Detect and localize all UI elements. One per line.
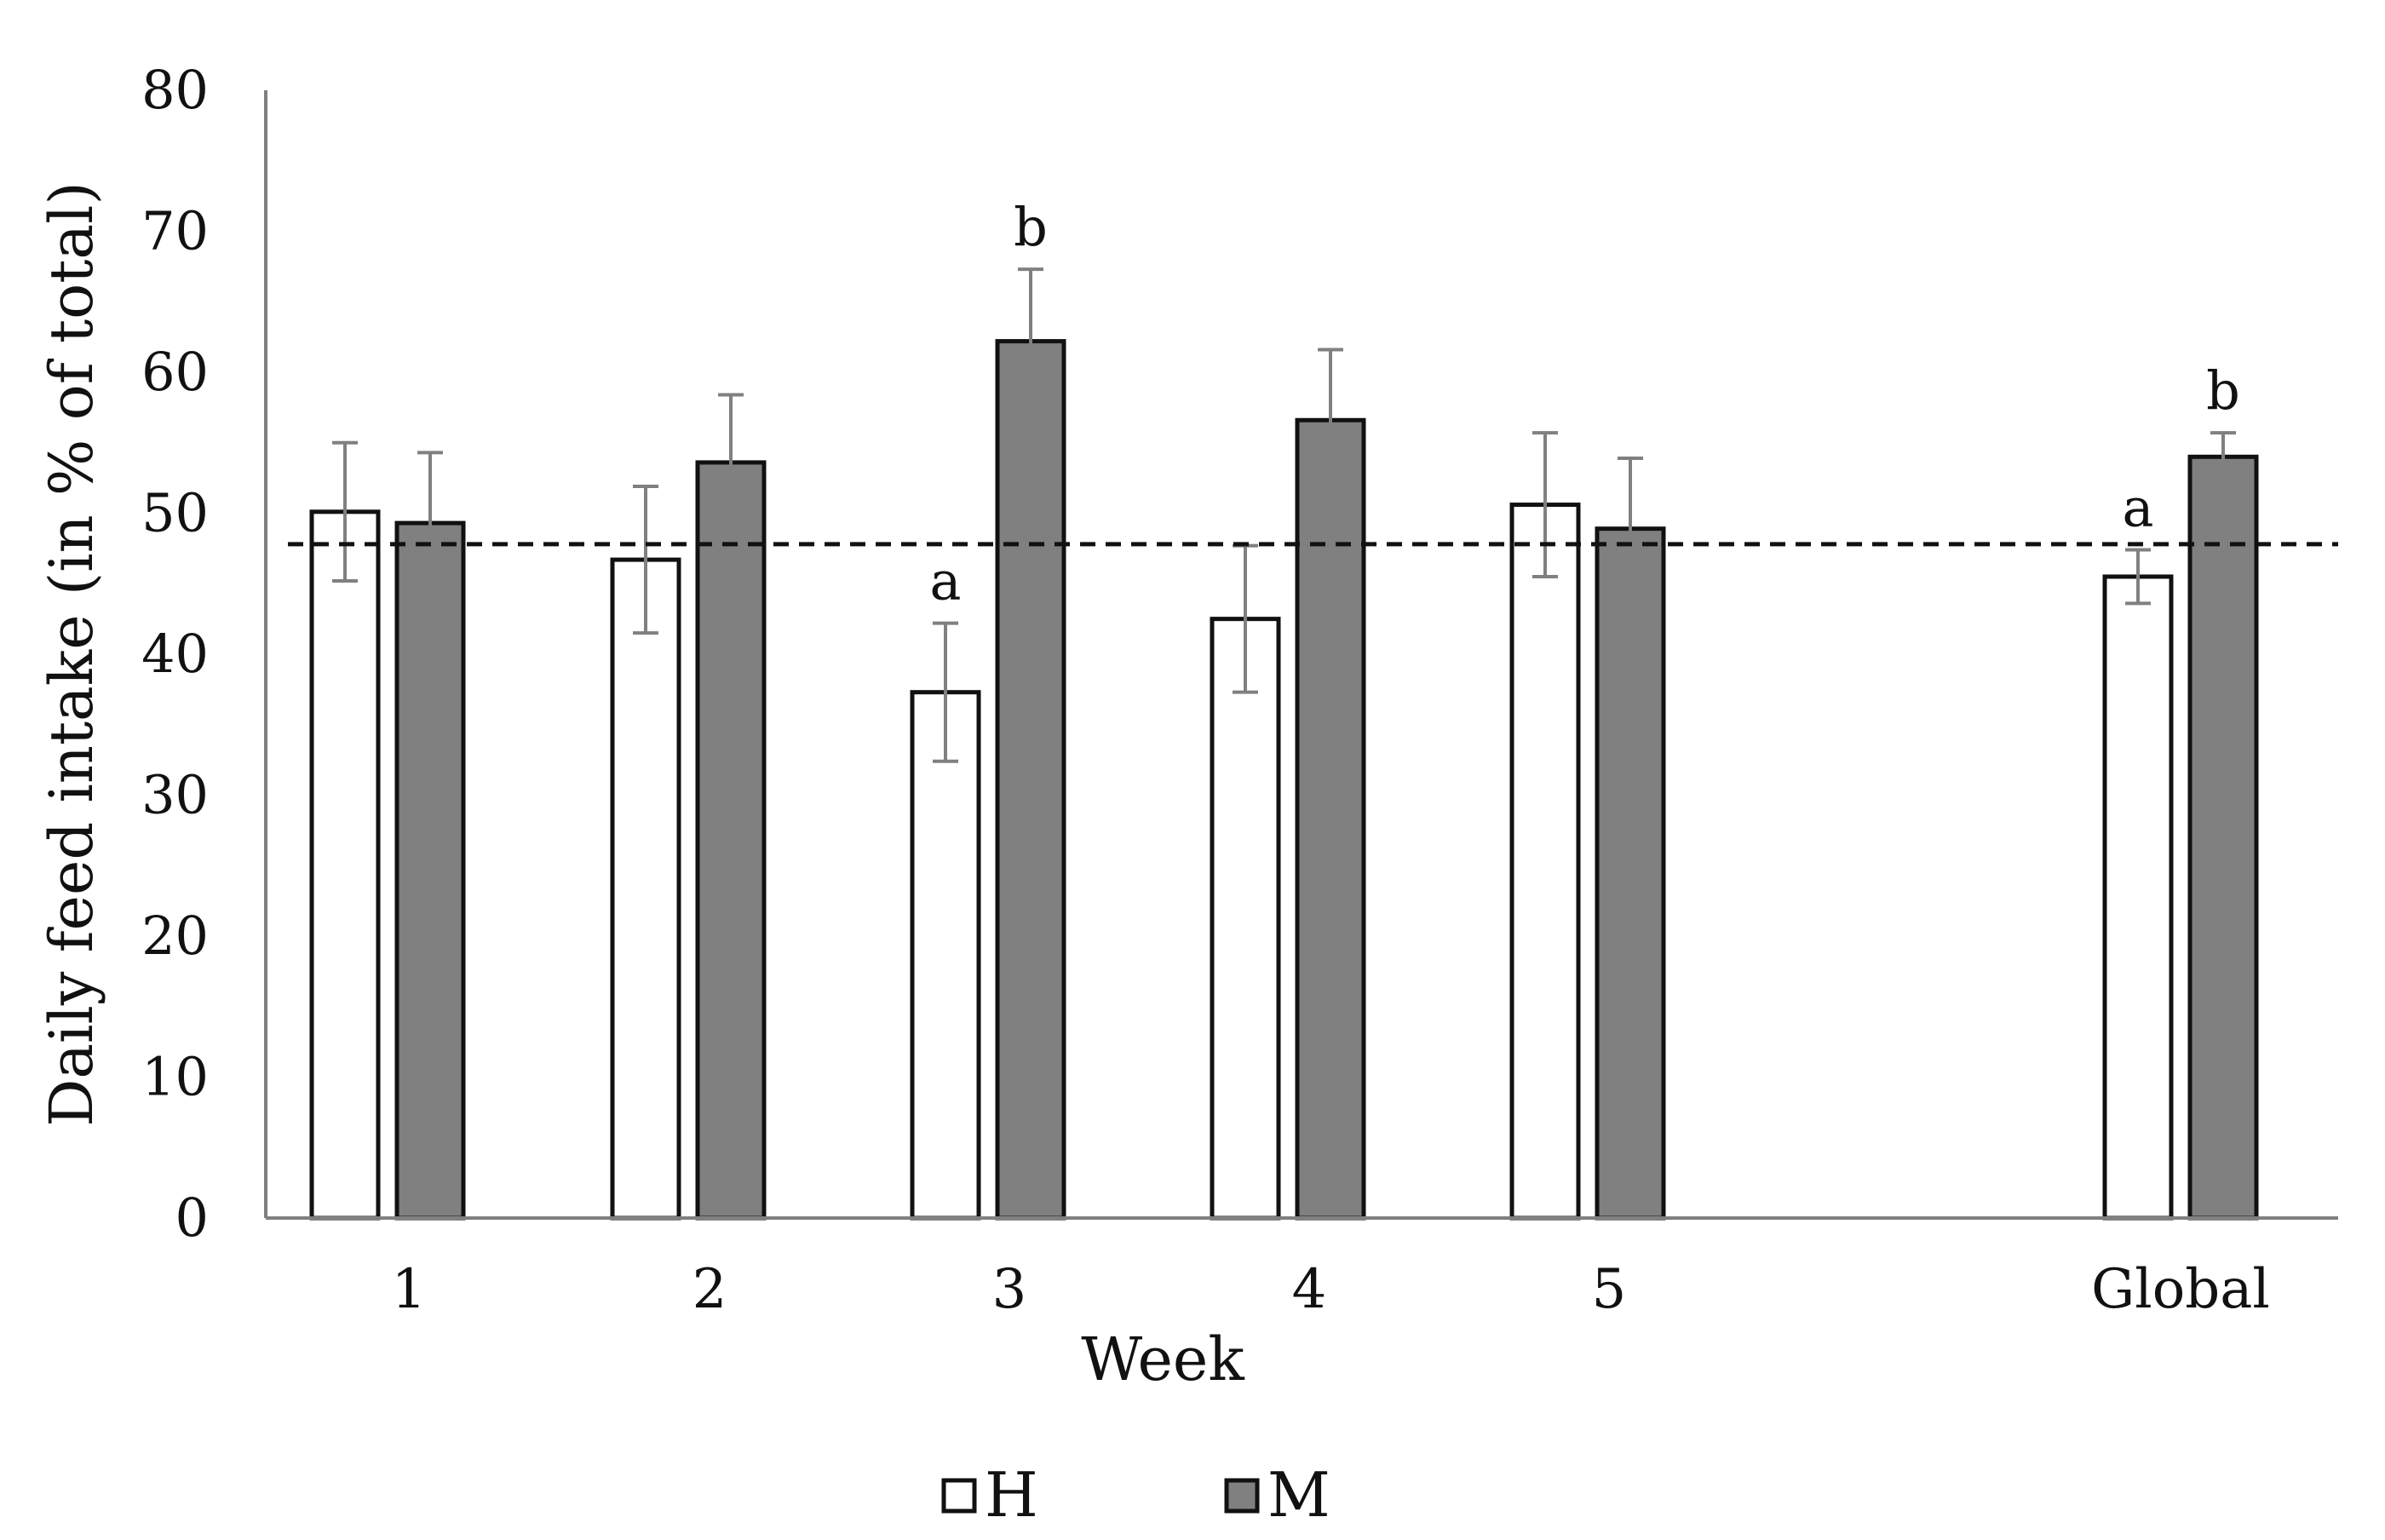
bars <box>309 339 2259 1221</box>
x-axis-ticks: 1 2 3 4 5 Global <box>392 1258 2270 1321</box>
y-tick-label: 40 <box>141 623 209 685</box>
error-bar-M-5 <box>1618 456 1643 601</box>
y-tick-label: 50 <box>141 482 209 544</box>
legend-swatch <box>941 1478 977 1514</box>
legend-item-M: M <box>1224 1459 1330 1531</box>
error-bar-H-5 <box>1532 431 1558 578</box>
y-tick-label: 10 <box>141 1046 209 1108</box>
y-tick-label: 70 <box>141 200 209 262</box>
y-tick-label: 60 <box>141 341 209 403</box>
x-tick-label: Global <box>2091 1258 2270 1321</box>
bar-H-1 <box>309 509 381 1221</box>
legend-label: H <box>985 1459 1038 1531</box>
x-tick-label: 3 <box>992 1258 1027 1321</box>
error-bar-H-2 <box>633 485 658 635</box>
error-bar-M-1 <box>417 451 443 595</box>
x-tick-label: 5 <box>1592 1258 1627 1321</box>
legend-label: M <box>1267 1459 1330 1531</box>
x-tick-label: 1 <box>392 1258 427 1321</box>
x-axis-title: Week <box>1081 1325 1244 1394</box>
error-bar-H-global <box>2125 548 2151 606</box>
bar-M-global <box>2187 454 2259 1221</box>
bar-H-2 <box>610 557 681 1221</box>
legend-swatch <box>1224 1478 1260 1514</box>
bar-M-2 <box>695 460 767 1221</box>
y-axis-title: Daily feed intake (in % of total) <box>37 181 106 1127</box>
significance-label: b <box>2206 359 2240 422</box>
error-bar-H-1 <box>332 440 358 583</box>
bar-M-4 <box>1295 417 1366 1221</box>
y-tick-label: 30 <box>141 764 209 826</box>
bar-H-3 <box>910 690 981 1221</box>
y-tick-label: 20 <box>141 905 209 967</box>
bar-H-global <box>2102 574 2174 1221</box>
bar-M-3 <box>995 339 1066 1221</box>
error-bar-M-global <box>2210 431 2236 483</box>
error-bar-M-3 <box>1018 267 1043 415</box>
bar-H-5 <box>1509 503 1581 1221</box>
x-tick-label: 4 <box>1292 1258 1327 1321</box>
error-bar-M-4 <box>1318 348 1343 493</box>
error-bar-H-3 <box>933 621 958 763</box>
y-tick-label: 80 <box>141 59 209 121</box>
y-tick-label: 0 <box>175 1187 209 1249</box>
significance-label: a <box>2123 477 2154 539</box>
significance-label: b <box>1014 196 1048 258</box>
y-axis-ticks: 0 10 20 30 40 50 60 70 80 <box>141 59 209 1249</box>
bar-M-5 <box>1595 526 1666 1221</box>
x-tick-label: 2 <box>693 1258 727 1321</box>
bar-M-1 <box>394 520 466 1221</box>
error-bar-M-2 <box>718 393 744 532</box>
bar-H-4 <box>1210 617 1281 1221</box>
legend-item-H: H <box>941 1459 1038 1531</box>
error-bars <box>332 267 2236 763</box>
significance-label: a <box>930 550 962 612</box>
